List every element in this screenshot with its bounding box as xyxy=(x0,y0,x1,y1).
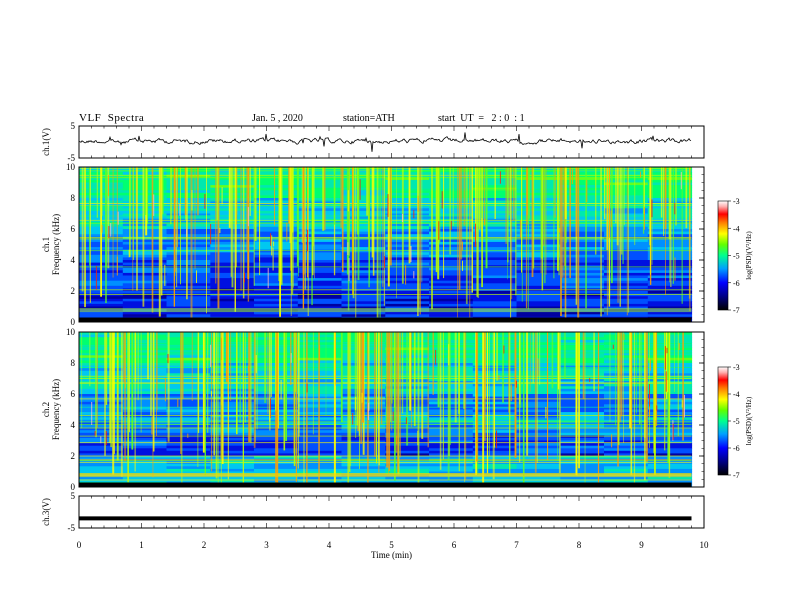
x-tick-label: 2 xyxy=(202,540,207,550)
station-label: station=ATH xyxy=(343,113,395,124)
y-tick-label: -5 xyxy=(68,523,76,533)
y-tick-label: -5 xyxy=(68,153,76,163)
colorbar-tick-label: -4 xyxy=(733,224,740,233)
colorbar-tick-label: -7 xyxy=(733,471,740,480)
colorbar-tick-label: -5 xyxy=(733,252,740,261)
ch1-ylabel: ch.1(V) xyxy=(41,128,51,156)
colorbar-tick-label: -5 xyxy=(733,417,740,426)
ch3-ylabel: ch.3(V) xyxy=(41,498,51,526)
x-tick-label: 8 xyxy=(577,540,582,550)
colorbar-label: log(PSD)(V²/Hz) xyxy=(745,396,753,445)
y-tick-label: 2 xyxy=(71,451,76,461)
x-axis-label: Time (min) xyxy=(371,550,412,560)
y-tick-label: 0 xyxy=(71,482,76,492)
ch1-spectrogram-image xyxy=(79,167,693,323)
panel-frame-overlay xyxy=(78,166,705,323)
y-tick-label: 6 xyxy=(71,389,76,399)
x-tick-label: 10 xyxy=(700,540,710,550)
chart-title: VLF Spectra xyxy=(79,112,145,124)
colorbar-2 xyxy=(717,366,729,476)
ch1-freq-ylabel: ch.1Frequency (kHz) xyxy=(41,214,61,275)
colorbar-tick-label: -7 xyxy=(733,306,740,315)
ch1-waveform-line xyxy=(78,132,692,152)
colorbar-tick-label: -3 xyxy=(733,197,740,206)
y-tick-label: 5 xyxy=(71,121,76,131)
colorbar-tick-label: -4 xyxy=(733,390,740,399)
y-tick-label: 2 xyxy=(71,286,76,296)
ch2-spectrogram-image xyxy=(79,332,693,488)
x-tick-label: 9 xyxy=(639,540,644,550)
y-tick-label: 8 xyxy=(71,358,76,368)
colorbar-tick-label: -3 xyxy=(733,363,740,372)
y-tick-label: 8 xyxy=(71,193,76,203)
y-tick-label: 4 xyxy=(71,420,76,430)
x-tick-label: 5 xyxy=(389,540,394,550)
y-tick-label: 10 xyxy=(66,327,76,337)
x-tick-label: 0 xyxy=(77,540,82,550)
x-tick-label: 3 xyxy=(264,540,269,550)
colorbar-tick-label: -6 xyxy=(733,444,740,453)
ch2-freq-ylabel: ch.2Frequency (kHz) xyxy=(41,379,61,440)
x-tick-label: 1 xyxy=(139,540,144,550)
panel-frame-overlay xyxy=(78,331,705,488)
y-tick-label: 6 xyxy=(71,224,76,234)
x-tick-label: 6 xyxy=(452,540,457,550)
y-tick-label: 10 xyxy=(66,162,76,172)
y-tick-label: 0 xyxy=(71,317,76,327)
date-label: Jan. 5 , 2020 xyxy=(252,113,303,124)
start-time-label: start UT = 2 : 0 : 1 xyxy=(438,113,525,124)
y-tick-label: 4 xyxy=(71,255,76,265)
colorbar-label: log(PSD)(V²/Hz) xyxy=(745,231,753,280)
y-tick-label: 5 xyxy=(71,491,76,501)
colorbar-1 xyxy=(717,200,729,311)
x-tick-label: 7 xyxy=(514,540,519,550)
x-tick-label: 4 xyxy=(327,540,332,550)
colorbar-tick-label: -6 xyxy=(733,279,740,288)
